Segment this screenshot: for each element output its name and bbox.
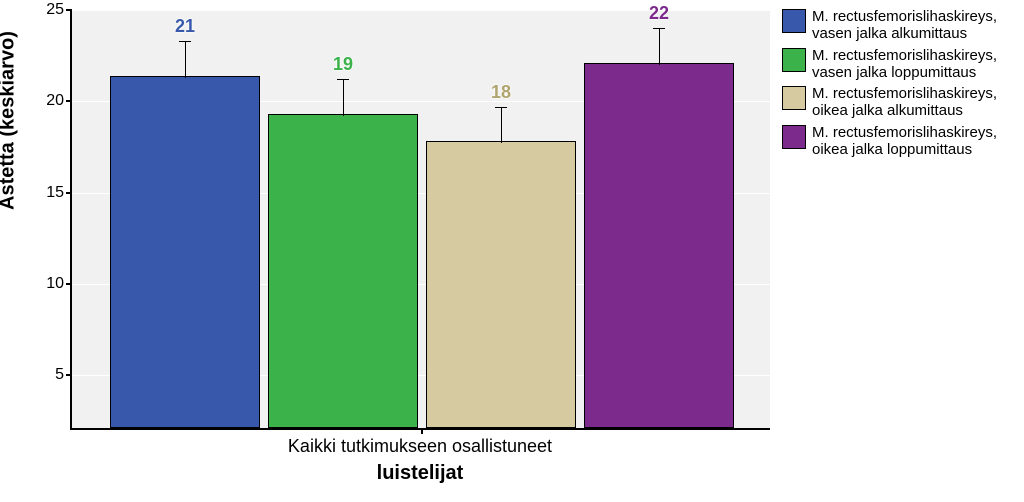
y-tick-mark <box>66 9 72 11</box>
bar-chart: Astetta (keskiarvo) 5 10 15 20 25 21 19 18 22 Ka… <box>0 0 1024 502</box>
bar-value-label: 19 <box>333 54 353 75</box>
legend-label: M. rectusfemorislihaskireys, oikea jalka… <box>812 85 1018 120</box>
legend-item: M. rectusfemorislihaskireys, vasen jalka… <box>782 8 1018 43</box>
y-tick-mark <box>66 283 72 285</box>
error-cap <box>653 28 665 29</box>
error-bar <box>501 107 502 144</box>
y-tick-mark <box>66 374 72 376</box>
y-tick-label: 5 <box>24 366 64 384</box>
legend: M. rectusfemorislihaskireys, vasen jalka… <box>782 8 1018 162</box>
plot-area: 51015202521191822 <box>70 10 770 430</box>
error-bar <box>343 79 344 116</box>
y-tick-label: 10 <box>24 275 64 293</box>
error-bar <box>185 41 186 78</box>
bar-value-label: 22 <box>649 3 669 24</box>
legend-swatch <box>782 86 806 110</box>
error-cap <box>337 79 349 80</box>
legend-label: M. rectusfemorislihaskireys, oikea jalka… <box>812 124 1018 159</box>
x-axis-title: luistelijat <box>70 462 770 485</box>
legend-swatch <box>782 9 806 33</box>
legend-label: M. rectusfemorislihaskireys, vasen jalka… <box>812 8 1018 43</box>
y-tick-mark <box>66 192 72 194</box>
error-cap <box>179 41 191 42</box>
y-tick-label: 15 <box>24 184 64 202</box>
bar <box>110 76 260 428</box>
legend-swatch <box>782 48 806 72</box>
y-axis-title: Astetta (keskiarvo) <box>0 31 20 210</box>
x-category-label: Kaikki tutkimukseen osallistuneet <box>70 436 770 457</box>
legend-item: M. rectusfemorislihaskireys, vasen jalka… <box>782 47 1018 82</box>
x-tick-mark <box>421 428 423 434</box>
y-tick-mark <box>66 100 72 102</box>
bar-value-label: 21 <box>175 16 195 37</box>
legend-item: M. rectusfemorislihaskireys, oikea jalka… <box>782 85 1018 120</box>
error-cap <box>495 107 507 108</box>
y-tick-label: 20 <box>24 92 64 110</box>
bar <box>268 114 418 428</box>
bar <box>584 63 734 428</box>
legend-label: M. rectusfemorislihaskireys, vasen jalka… <box>812 47 1018 82</box>
y-tick-label: 25 <box>24 1 64 19</box>
legend-swatch <box>782 125 806 149</box>
error-bar <box>659 28 660 65</box>
bar <box>426 141 576 428</box>
legend-item: M. rectusfemorislihaskireys, oikea jalka… <box>782 124 1018 159</box>
bar-value-label: 18 <box>491 82 511 103</box>
